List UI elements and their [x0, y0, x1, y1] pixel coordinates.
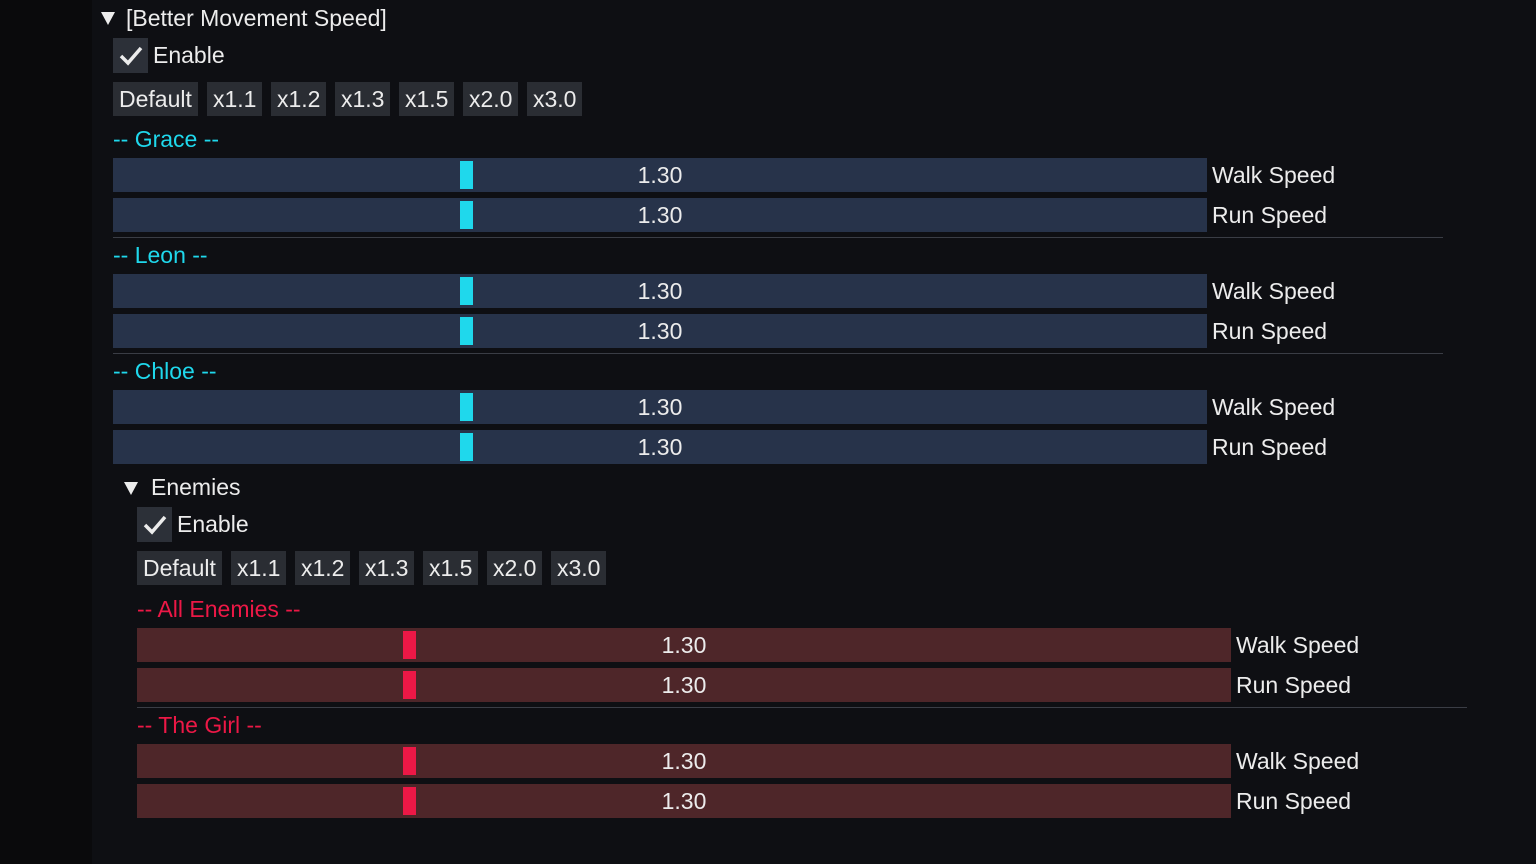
slider[interactable]: 1.30 — [113, 314, 1207, 348]
collapse-arrow[interactable] — [101, 12, 115, 25]
preset-button[interactable]: x2.0 — [463, 82, 519, 116]
subsection-title[interactable]: Enemies — [151, 474, 241, 500]
slider[interactable]: 1.30 — [137, 628, 1231, 662]
enable-label: Enable — [153, 42, 225, 68]
slider[interactable]: 1.30 — [113, 274, 1207, 308]
slider-label: Run Speed — [1212, 318, 1328, 344]
checkbox[interactable] — [137, 507, 172, 542]
slider-label: Run Speed — [1236, 788, 1352, 814]
slider-handle — [460, 161, 473, 189]
slider[interactable]: 1.30 — [137, 668, 1231, 702]
separator — [113, 237, 1443, 238]
slider[interactable]: 1.30 — [113, 390, 1207, 424]
slider-label: Walk Speed — [1212, 278, 1336, 304]
enable-label: Enable — [177, 511, 249, 537]
collapse-arrow[interactable] — [124, 482, 138, 495]
slider[interactable]: 1.30 — [113, 158, 1207, 192]
checkmark — [143, 515, 166, 535]
slider[interactable]: 1.30 — [137, 784, 1231, 818]
slider[interactable]: 1.30 — [137, 744, 1231, 778]
preset-button[interactable]: x1.3 — [359, 551, 415, 585]
checkbox[interactable] — [113, 38, 148, 73]
separator — [137, 707, 1467, 708]
slider-label: Run Speed — [1212, 434, 1328, 460]
preset-button[interactable]: Default — [137, 551, 222, 585]
group-title: -- Chloe -- — [113, 358, 217, 384]
preset-button[interactable]: x2.0 — [487, 551, 543, 585]
slider-label: Walk Speed — [1236, 748, 1360, 774]
preset-button[interactable]: Default — [113, 82, 198, 116]
slider[interactable]: 1.30 — [113, 198, 1207, 232]
slider-handle — [403, 747, 416, 775]
preset-button[interactable]: x1.2 — [271, 82, 327, 116]
slider-label: Walk Speed — [1236, 632, 1360, 658]
slider-label: Walk Speed — [1212, 162, 1336, 188]
group-title: -- The Girl -- — [137, 712, 262, 738]
section-title[interactable]: [Better Movement Speed] — [126, 5, 387, 31]
slider-handle — [460, 433, 473, 461]
slider-handle — [460, 201, 473, 229]
separator — [113, 353, 1443, 354]
preset-button[interactable]: x1.1 — [231, 551, 287, 585]
preset-button[interactable]: x1.5 — [399, 82, 455, 116]
slider-handle — [460, 277, 473, 305]
group-title: -- All Enemies -- — [137, 596, 301, 622]
group-title: -- Grace -- — [113, 126, 220, 152]
slider[interactable]: 1.30 — [113, 430, 1207, 464]
preset-button[interactable]: x1.2 — [295, 551, 351, 585]
preset-button[interactable]: x1.1 — [207, 82, 263, 116]
slider-label: Run Speed — [1212, 202, 1328, 228]
slider-label: Walk Speed — [1212, 394, 1336, 420]
preset-button[interactable]: x1.5 — [423, 551, 479, 585]
slider-handle — [403, 671, 416, 699]
slider-label: Run Speed — [1236, 672, 1352, 698]
preset-button[interactable]: x3.0 — [527, 82, 583, 116]
preset-button[interactable]: x1.3 — [335, 82, 391, 116]
slider-handle — [403, 787, 416, 815]
group-title: -- Leon -- — [113, 242, 208, 268]
preset-button[interactable]: x3.0 — [551, 551, 607, 585]
slider-handle — [460, 393, 473, 421]
slider-handle — [403, 631, 416, 659]
checkmark — [119, 46, 142, 66]
slider-handle — [460, 317, 473, 345]
